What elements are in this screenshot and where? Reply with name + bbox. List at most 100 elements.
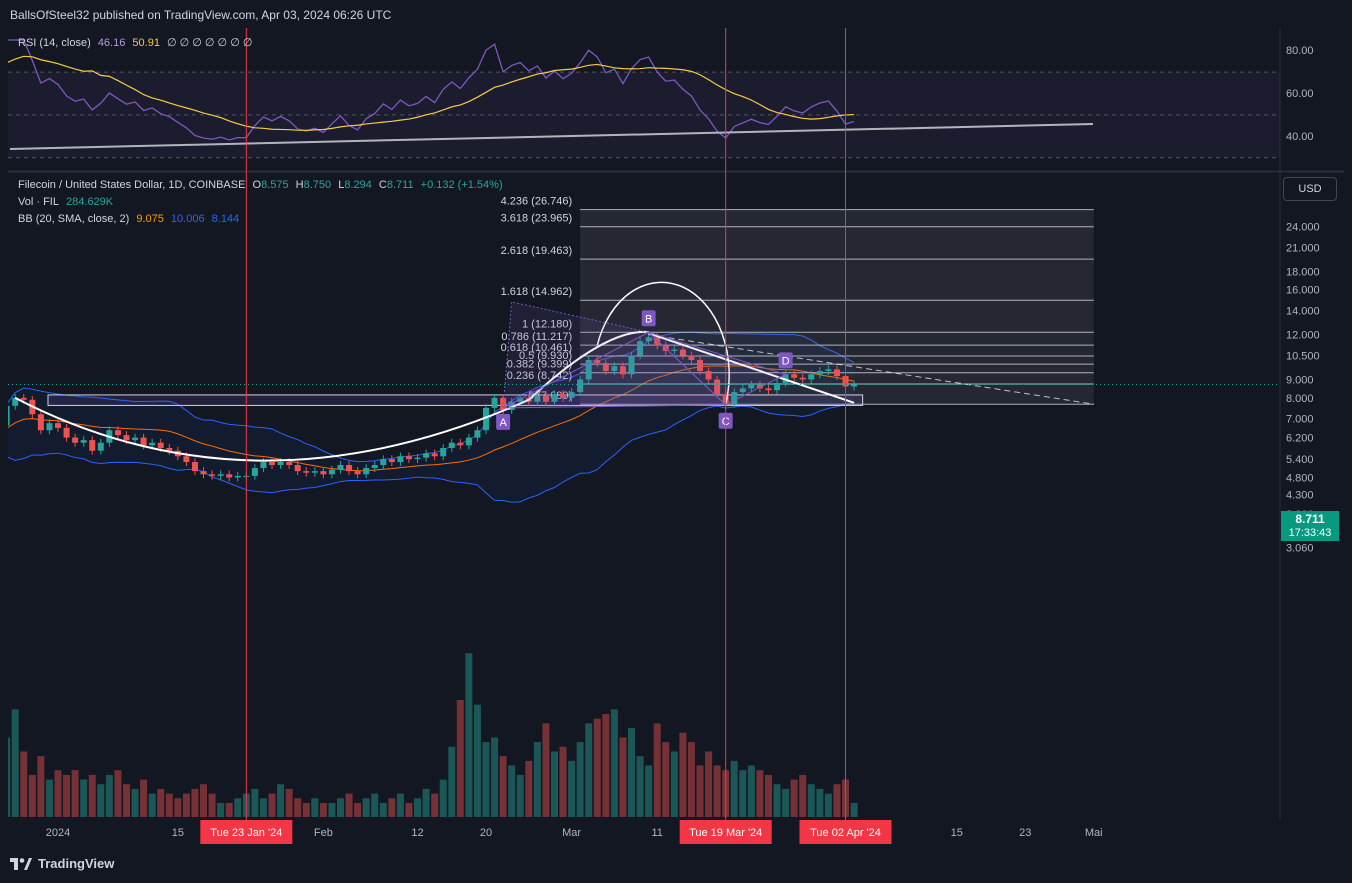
rsi-pane-bg (8, 28, 1344, 170)
chart-panel[interactable]: 80.00 60.00 40.00 4.236 (26.746) 3.618 (23.… (8, 28, 1344, 848)
volume-bar (593, 718, 601, 817)
volume-legend: Vol · FIL 284.629K (18, 196, 117, 208)
volume-bar (174, 798, 182, 817)
volume-bar (670, 751, 678, 817)
fib-level-label: 0.5 (9.930) (519, 350, 572, 362)
candles (8, 333, 858, 482)
volume-legend-value: 284.629K (66, 196, 114, 208)
candle-body (628, 355, 635, 375)
bb-upper (8, 331, 855, 463)
bb-upper-value: 10.006 (170, 213, 205, 225)
volume-bar (422, 788, 430, 817)
volume-bar (208, 793, 216, 817)
candle-body (619, 366, 626, 375)
volume-bar (114, 770, 122, 817)
volume-bar (8, 737, 11, 817)
volume-bar (550, 751, 558, 817)
volume-bars (8, 653, 858, 817)
candle-body (311, 471, 318, 473)
candle-body (80, 440, 87, 443)
volume-bar (636, 756, 644, 817)
volume-bar (705, 751, 713, 817)
price-axis: 24.000 21.000 18.000 16.000 14.000 12.000 10.5… (1286, 222, 1320, 555)
currency-button[interactable]: USD (1283, 177, 1337, 201)
volume-bar (336, 798, 344, 817)
volume-bar (807, 784, 815, 817)
volume-bar (20, 751, 28, 817)
candle-body (269, 462, 275, 466)
candle-body (346, 465, 353, 472)
candle-body (465, 437, 472, 446)
time-axis-tick: Mar (562, 827, 581, 839)
bb-basis-value: 9.075 (136, 213, 164, 225)
price-axis-tick: 10.500 (1286, 350, 1320, 362)
tradingview-logo[interactable]: TradingView (10, 856, 114, 871)
rsi-axis-tick: 80.00 (1286, 45, 1314, 57)
volume-bar (148, 793, 156, 817)
candle-body (260, 462, 267, 469)
ohlc-close: 8.711 (386, 179, 414, 191)
time-axis-tick: 23 (1019, 827, 1031, 839)
time-axis-tick: 15 (172, 827, 184, 839)
volume-bar (328, 802, 336, 817)
time-axis-tick: 2024 (46, 827, 70, 839)
volume-bar (140, 779, 148, 817)
volume-bar (311, 798, 319, 817)
volume-bar (165, 793, 173, 817)
candle-body (448, 442, 455, 448)
volume-bar (508, 765, 516, 817)
volume-bar (439, 779, 447, 817)
candle-body (474, 430, 481, 438)
ohlc-low-label: L (338, 179, 345, 191)
candle-body (405, 456, 412, 460)
candle-body (200, 471, 207, 475)
candle-body (851, 384, 858, 387)
candle-body (739, 388, 746, 393)
rsi-legend: RSI (14, close) 46.16 50.91 ∅ ∅ ∅ ∅ ∅ ∅ … (18, 36, 256, 49)
volume-bar (131, 788, 139, 817)
rsi-ma-legend-value: 50.91 (132, 37, 160, 49)
trendline-dashed (648, 334, 1094, 405)
chart-canvas[interactable]: 80.00 60.00 40.00 4.236 (26.746) 3.618 (23.… (8, 28, 1344, 848)
volume-bar (525, 760, 533, 817)
candle-body (97, 442, 104, 451)
fib-level-label: 2.618 (19.463) (501, 245, 573, 257)
pattern-point-label: B (645, 313, 652, 325)
volume-legend-label: Vol · FIL (18, 196, 59, 208)
candle-body (8, 405, 10, 426)
volume-bar (585, 723, 593, 817)
volume-bar (713, 765, 721, 817)
pattern-point-label: D (782, 355, 790, 367)
volume-bar (277, 784, 285, 817)
candle-body (645, 337, 652, 342)
candle-body (602, 363, 609, 372)
volume-bar (491, 737, 499, 817)
bb-legend-label: BB (20, SMA, close, 2) (18, 213, 130, 225)
candle-body (157, 442, 164, 448)
bar-countdown: 17:33:43 (1288, 527, 1332, 539)
candle-body (320, 471, 327, 475)
volume-bar (225, 802, 233, 817)
volume-bar (268, 793, 276, 817)
price-axis-tick: 16.000 (1286, 285, 1320, 297)
candle-body (671, 349, 678, 352)
time-axis-tick: 15 (951, 827, 963, 839)
bb-lower (8, 401, 855, 503)
candle-body (251, 468, 258, 476)
candle-body (37, 414, 44, 431)
date-marker-badge (799, 820, 892, 844)
candle-body (183, 456, 190, 463)
fib-level-label: 1.618 (14.962) (501, 286, 573, 298)
volume-bar (71, 770, 79, 817)
fib-level-label: 0.618 (10.461) (501, 342, 573, 354)
candle-body (457, 442, 464, 446)
time-axis-tick: Mai (1085, 827, 1103, 839)
symbol-title: Filecoin / United States Dollar, 1D, COI… (18, 179, 246, 191)
pattern-point-badge (778, 352, 793, 369)
rsi-pane: 80.00 60.00 40.00 (8, 39, 1314, 159)
volume-bar (88, 774, 96, 817)
price-axis-tick: 18.000 (1286, 266, 1320, 278)
ohlc-open: 8.575 (261, 179, 289, 191)
price-axis-tick: 8.000 (1286, 393, 1314, 405)
volume-bar (105, 774, 113, 817)
